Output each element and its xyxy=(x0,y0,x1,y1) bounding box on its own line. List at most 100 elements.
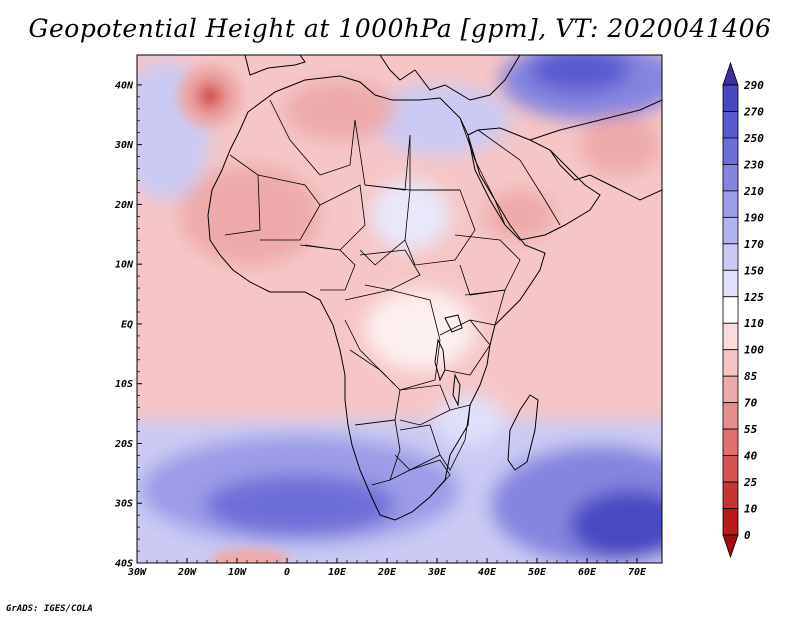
colorbar-label: 125 xyxy=(744,291,764,304)
height-field xyxy=(137,55,662,563)
field-high-se-core xyxy=(570,490,662,560)
field-central-pale xyxy=(365,290,475,370)
colorbar-box xyxy=(722,84,739,112)
colorbar-box xyxy=(722,481,739,509)
colorbar-box xyxy=(722,349,739,377)
border-saudi xyxy=(477,129,561,226)
border-namibia xyxy=(354,419,401,486)
colorbar-box xyxy=(722,322,739,351)
colorbar-box xyxy=(722,269,739,298)
red-sea xyxy=(459,117,506,226)
border-nigeria xyxy=(299,244,356,291)
y-tick-label: 20S xyxy=(114,439,133,450)
y-tick-label: 30S xyxy=(114,499,133,510)
colorbar-label: 0 xyxy=(744,529,751,542)
field-med-trough xyxy=(370,85,510,155)
x-tick-label: 20E xyxy=(377,567,397,578)
colorbar-box xyxy=(722,375,739,404)
colorbar-box xyxy=(722,402,739,430)
colorbar-label: 100 xyxy=(744,344,764,357)
colorbar-box xyxy=(722,164,739,192)
colorbar-label: 10 xyxy=(744,503,758,516)
field-high-ne-core xyxy=(530,55,630,92)
colorbar-box xyxy=(722,190,739,218)
field-sahara-low xyxy=(180,165,320,265)
persian-gulf xyxy=(549,149,662,201)
y-tick-label: 40S xyxy=(115,559,133,570)
field-maghreb-low xyxy=(285,80,395,140)
colorbar-box xyxy=(722,111,739,139)
colorbar-label: 210 xyxy=(743,185,764,198)
x-tick-label: 10W xyxy=(228,567,247,578)
colorbar-label: 40 xyxy=(744,450,758,463)
y-tick-label: EQ xyxy=(121,319,133,330)
border-sudan xyxy=(404,189,476,266)
arabia-coastline xyxy=(467,127,601,241)
credit-text: GrADS: IGES/COLA xyxy=(6,604,93,614)
border-mozambique xyxy=(439,404,471,471)
field-iran-low xyxy=(580,115,660,175)
colorbar-label: 230 xyxy=(743,158,764,171)
field-high-sw-core xyxy=(205,475,395,535)
colorbar-box xyxy=(722,137,739,165)
plot-frame xyxy=(136,54,663,564)
field-moz-pale xyxy=(435,395,505,445)
colorbar-box xyxy=(722,455,739,483)
x-tick-label: 20W xyxy=(177,567,197,578)
x-tick-label: 60E xyxy=(578,567,597,578)
border-algeria xyxy=(269,99,356,176)
y-axis: 40N 30N 20N 10N EQ 10S 20S 30S 40S xyxy=(114,80,142,570)
border-ethiopia xyxy=(454,234,521,296)
y-tick-label: 20N xyxy=(114,200,134,211)
colorbar-box xyxy=(722,216,739,245)
europe-coastline xyxy=(379,55,521,101)
map-title: Geopotential Height at 1000hPa [gpm], VT… xyxy=(28,14,772,43)
lake-victoria xyxy=(444,314,463,333)
field-sudan-pale xyxy=(370,180,450,250)
border-tanzania xyxy=(439,319,491,376)
colorbar-box xyxy=(722,508,739,536)
colorbar-label: 250 xyxy=(743,132,764,145)
x-tick-label: 70E xyxy=(628,567,647,578)
colorbar-label: 190 xyxy=(744,211,764,224)
x-tick-label: 40E xyxy=(478,567,497,578)
colorbar-box xyxy=(722,428,739,456)
border-car xyxy=(359,249,421,291)
colorbar-box xyxy=(722,296,739,324)
x-axis: 30W 20W 10W 0 10E 20E 30E 40E 50E 60E 70E xyxy=(127,558,647,578)
y-tick-label: 30N xyxy=(114,140,134,151)
iran-coast xyxy=(529,99,662,141)
border-mauritania xyxy=(224,154,261,236)
colorbar-label: 290 xyxy=(743,79,764,92)
colorbar-top-arrow xyxy=(722,61,739,86)
x-tick-label: 10E xyxy=(328,567,347,578)
colorbar-box xyxy=(722,243,739,271)
border-southafrica xyxy=(389,459,451,498)
iberia-coastline xyxy=(244,55,306,76)
colorbar-label: 150 xyxy=(744,264,764,277)
x-tick-label: 30W xyxy=(127,567,147,578)
colorbar-bottom-arrow xyxy=(722,534,739,559)
field-arabia-low xyxy=(485,190,555,240)
colorbar-label: 70 xyxy=(744,397,758,410)
x-tick-label: 30E xyxy=(427,567,447,578)
colorbar-label: 110 xyxy=(744,317,764,330)
coastlines xyxy=(207,55,662,521)
x-tick-label: 0 xyxy=(284,567,290,578)
madagascar-coastline xyxy=(507,394,539,471)
colorbar-label: 85 xyxy=(744,370,758,383)
y-tick-label: 10S xyxy=(115,379,133,390)
lake-tanganyika xyxy=(434,338,446,382)
y-tick-label: 10N xyxy=(115,260,134,271)
colorbar-label: 270 xyxy=(743,105,764,118)
colorbar-label: 25 xyxy=(743,476,758,489)
y-tick-label: 40N xyxy=(115,80,134,91)
colorbar-label: 55 xyxy=(744,423,758,436)
colorbar-label: 170 xyxy=(744,238,764,251)
lake-malawi xyxy=(452,373,461,407)
border-kenya xyxy=(464,289,506,326)
colorbar: 2902702502302101901701501251101008570554… xyxy=(722,61,764,559)
border-drc xyxy=(344,289,441,391)
x-tick-label: 50E xyxy=(528,567,547,578)
